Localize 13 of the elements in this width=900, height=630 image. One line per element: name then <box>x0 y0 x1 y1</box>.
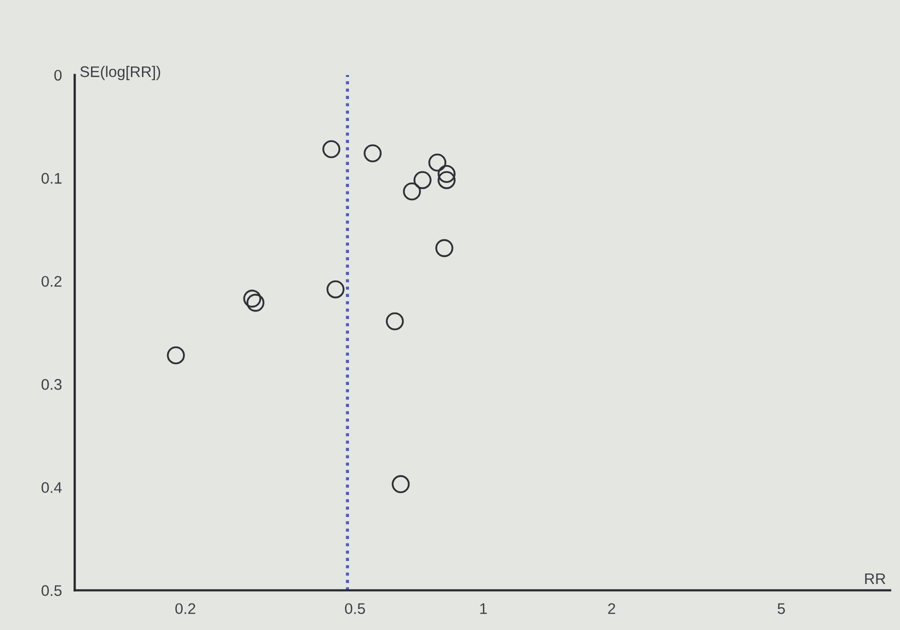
y-tick-label: 0.4 <box>42 482 62 493</box>
x-tick-label: 0.2 <box>175 603 196 614</box>
x-tick-label: 2 <box>608 603 616 614</box>
x-tick-label: 0.5 <box>344 603 365 614</box>
y-tick-label: 0.5 <box>42 585 62 596</box>
x-tick-label: 1 <box>480 603 487 614</box>
y-tick-label: 0.3 <box>42 379 62 390</box>
y-tick-label: 0 <box>54 70 62 81</box>
y-tick-label: 0.1 <box>42 172 62 184</box>
x-axis-title: RR <box>865 574 886 584</box>
x-tick-label: 5 <box>778 603 785 614</box>
y-tick-label: 0.2 <box>42 276 62 287</box>
y-axis-title: SE(log[RR]) <box>80 66 160 80</box>
